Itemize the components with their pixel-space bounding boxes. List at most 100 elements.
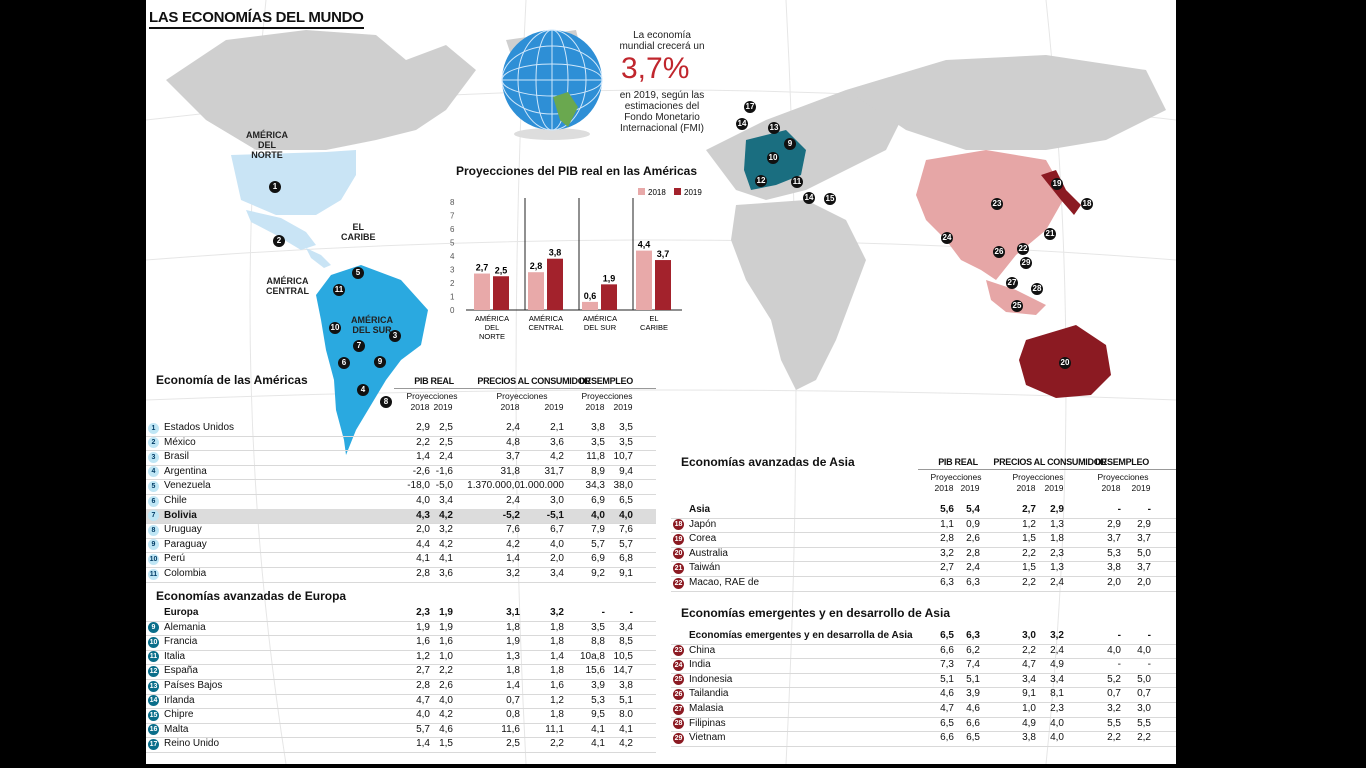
row-value: 1,0: [1022, 703, 1036, 714]
row-value: 1,8: [1050, 533, 1064, 545]
bar-2019: [601, 284, 617, 310]
row-value: 3,9: [591, 680, 605, 691]
row-value: 5,2: [1107, 673, 1121, 685]
row-number-badge: 9: [148, 622, 159, 634]
row-value: 2,2: [439, 665, 453, 677]
table-row: Europa 2,3 1,9 3,1 3,2 - -: [146, 606, 656, 622]
row-country-name: España: [164, 665, 198, 677]
row-value: 4,4: [416, 538, 430, 550]
row-value: 3,4: [1022, 673, 1036, 685]
row-number-badge: 28: [673, 718, 684, 730]
row-value: 6,9: [591, 495, 605, 506]
row-value: 1,9: [439, 607, 453, 618]
row-value: 31,8: [500, 465, 520, 477]
row-number-badge: 6: [148, 495, 159, 507]
row-value: 0,8: [506, 709, 520, 721]
row-value: 1,5: [1022, 533, 1036, 545]
row-value: 3,2: [550, 607, 564, 618]
row-value: 1,3: [1050, 562, 1064, 574]
row-value: 5,1: [940, 673, 954, 685]
legend-label-2018: 2018: [648, 188, 666, 197]
row-value: 4,6: [439, 723, 453, 735]
table-row: 5 Venezuela -18,0 -5,0 1.370.000,0 1.000.000 3…: [146, 479, 656, 495]
row-value: 3,1: [506, 607, 520, 618]
header-rule: [394, 388, 656, 389]
y-tick-label: 7: [450, 212, 455, 221]
row-value: 3,5: [591, 436, 605, 448]
row-value: 1,2: [550, 694, 564, 706]
row-value: 10,7: [613, 451, 633, 463]
row-value: 3,7: [1137, 533, 1151, 545]
row-country-name: Países Bajos: [164, 680, 223, 691]
row-number-badge: 7: [148, 510, 159, 522]
table-row: 29 Vietnam 6,6 6,5 3,8 4,0 2,2 2,2: [671, 731, 1176, 747]
row-value: 4,0: [591, 509, 605, 521]
subheader-year-2019: 2019: [433, 402, 453, 412]
row-value: 1,9: [506, 636, 520, 648]
map-marker-6: 6: [338, 357, 350, 369]
map-marker-14: 14: [736, 118, 748, 130]
row-number-badge: 24: [673, 659, 684, 671]
row-value: 4,2: [439, 709, 453, 721]
row-value: 3,2: [1050, 630, 1064, 641]
bar-value-label: 2,5: [495, 265, 508, 275]
row-value: 4,0: [416, 495, 430, 506]
row-country-name: Macao, RAE de: [689, 577, 760, 588]
row-value: 5,3: [591, 694, 605, 706]
row-value: 2,2: [416, 436, 430, 448]
row-value: 14,7: [613, 665, 633, 677]
row-value: 4,0: [619, 509, 633, 521]
row-value: 3,0: [1022, 630, 1036, 641]
header-precios: PRECIOS AL CONSUMIDOR: [993, 457, 1107, 467]
row-value: -2,6: [412, 465, 430, 477]
north-america-shape: [166, 30, 476, 150]
row-value: 1,8: [550, 665, 564, 677]
map-marker-9: 9: [784, 138, 796, 150]
table-row: 28 Filipinas 6,5 6,6 4,9 4,0 5,5 5,5: [671, 717, 1176, 733]
row-value: 2,2: [1022, 547, 1036, 559]
row-number-badge: 29: [673, 732, 684, 744]
row-value: -: [1147, 659, 1151, 671]
subheader-year-2019: 2019: [1044, 483, 1064, 493]
row-value: 1,5: [439, 738, 453, 750]
map-marker-2: 2: [273, 235, 285, 247]
row-value: 6,2: [966, 644, 980, 656]
table-row: 7 Bolivia 4,3 4,2 -5,2 -5,1 4,0 4,0: [146, 508, 656, 525]
row-value: 9,5: [591, 709, 605, 721]
row-value: 1.000.000: [519, 480, 565, 492]
table-row: 13 Países Bajos 2,8 2,6 1,4 1,6 3,9 3,8: [146, 679, 656, 695]
row-value: 3,8: [591, 422, 605, 433]
row-value: 6,5: [619, 495, 633, 506]
row-value: 4,0: [416, 709, 430, 721]
table-row: 6 Chile 4,0 3,4 2,4 3,0 6,9 6,5: [146, 494, 656, 510]
y-tick-label: 1: [450, 293, 455, 302]
row-value: 3,6: [550, 436, 564, 448]
africa-shape: [731, 200, 866, 390]
category-label: AMÉRICA: [583, 314, 617, 323]
map-marker-14: 14: [803, 192, 815, 204]
infographic-canvas: LAS ECONOMÍAS DEL MUNDO AMÉRICA DEL NORT…: [146, 0, 1176, 764]
row-value: 3,0: [1137, 703, 1151, 714]
row-number-badge: 27: [673, 703, 684, 715]
row-value: 4,3: [416, 509, 430, 521]
row-value: 2,8: [416, 568, 430, 579]
row-value: -18,0: [407, 480, 430, 492]
row-value: 2,9: [1107, 518, 1121, 530]
row-value: 1,9: [416, 621, 430, 633]
map-marker-24: 24: [941, 232, 953, 244]
row-value: 2,3: [1050, 547, 1064, 559]
header-pib: PIB REAL: [938, 457, 978, 467]
row-value: 5,0: [1137, 547, 1151, 559]
row-value: 5,7: [619, 538, 633, 550]
row-value: 3,8: [619, 680, 633, 691]
table-row: 25 Indonesia 5,1 5,1 3,4 3,4 5,2 5,0: [671, 673, 1176, 689]
row-value: 8.0: [619, 709, 633, 721]
row-value: 2,4: [1050, 577, 1064, 588]
table-row: 14 Irlanda 4,7 4,0 0,7 1,2 5,3 5,1: [146, 694, 656, 710]
row-value: 8,9: [591, 465, 605, 477]
row-value: 2,8: [416, 680, 430, 691]
row-value: 6,3: [966, 577, 980, 588]
legend-label-2019: 2019: [684, 188, 702, 197]
row-value: 6,6: [940, 732, 954, 744]
row-value: 4,0: [550, 538, 564, 550]
